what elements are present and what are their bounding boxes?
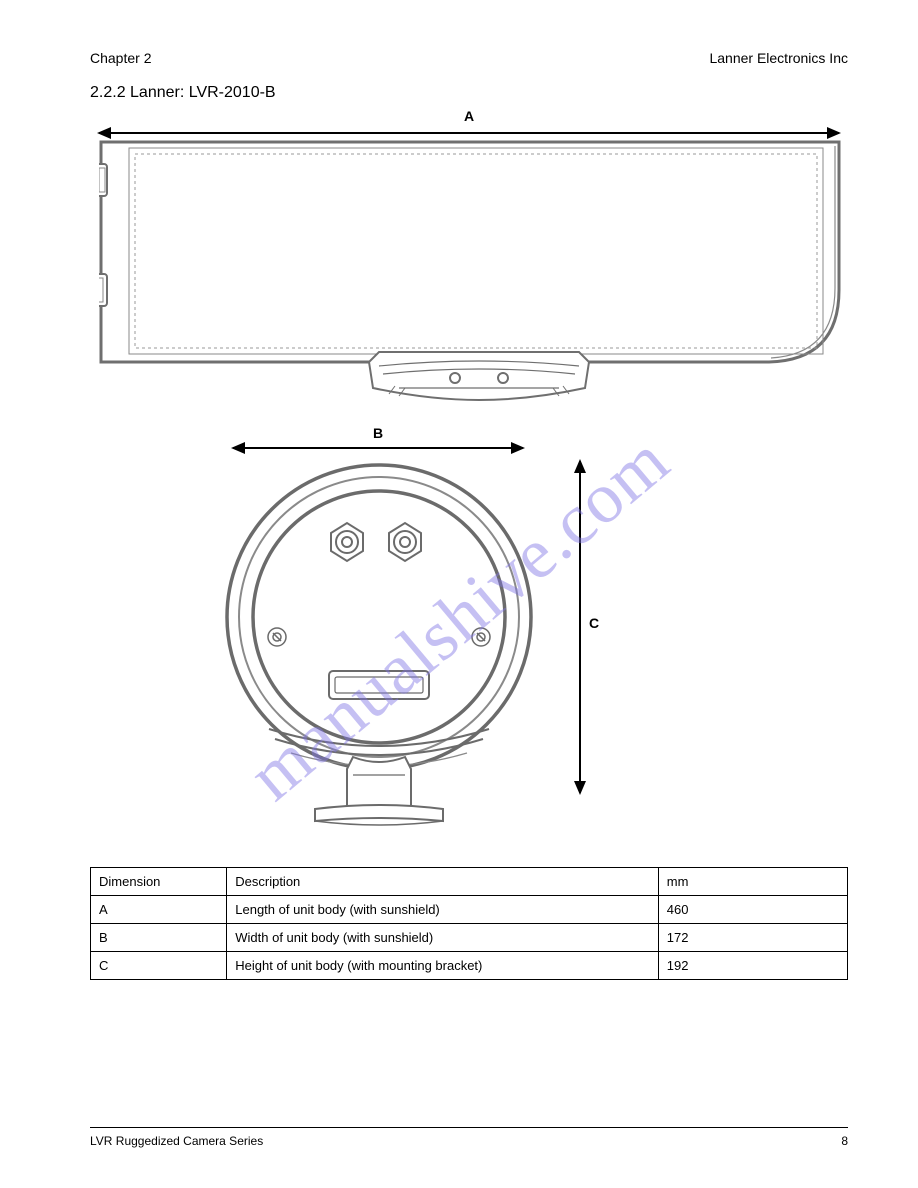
footer-divider [90, 1127, 848, 1128]
table-cell: Dimension [91, 868, 227, 896]
table-row: B Width of unit body (with sunshield) 17… [91, 924, 848, 952]
figure-side-view: A [99, 108, 839, 415]
header-right: Lanner Electronics Inc [709, 50, 848, 66]
table-row: A Length of unit body (with sunshield) 4… [91, 896, 848, 924]
footer-left: LVR Ruggedized Camera Series [90, 1134, 263, 1148]
table-row: Dimension Description mm [91, 868, 848, 896]
footer-page-number: 8 [841, 1134, 848, 1148]
header-left: Chapter 2 [90, 50, 151, 66]
table-cell: mm [658, 868, 847, 896]
dimension-table: Dimension Description mm A Length of uni… [90, 867, 848, 980]
figure-rear-view: B [219, 425, 719, 837]
section-number: 2.2.2 Lanner: LVR-2010-B [90, 84, 848, 102]
table-cell: C [91, 952, 227, 980]
table-cell: 192 [658, 952, 847, 980]
dim-arrow-c [579, 461, 581, 793]
dim-arrow-a [99, 132, 839, 134]
page-header: Chapter 2 Lanner Electronics Inc [90, 50, 848, 66]
table-cell: Width of unit body (with sunshield) [227, 924, 658, 952]
table-row: C Height of unit body (with mounting bra… [91, 952, 848, 980]
table-cell: 460 [658, 896, 847, 924]
dim-label-a: A [99, 108, 839, 124]
dim-label-b: B [233, 425, 523, 441]
page-footer: LVR Ruggedized Camera Series 8 [90, 1127, 848, 1148]
table-cell: Length of unit body (with sunshield) [227, 896, 658, 924]
table-cell: 172 [658, 924, 847, 952]
table-cell: Height of unit body (with mounting brack… [227, 952, 658, 980]
dim-arrow-b [233, 447, 523, 449]
table-cell: B [91, 924, 227, 952]
side-view-drawing [99, 140, 859, 415]
table-cell: Description [227, 868, 658, 896]
table-cell: A [91, 896, 227, 924]
dim-label-c: C [589, 615, 599, 631]
rear-view-drawing [219, 457, 549, 837]
